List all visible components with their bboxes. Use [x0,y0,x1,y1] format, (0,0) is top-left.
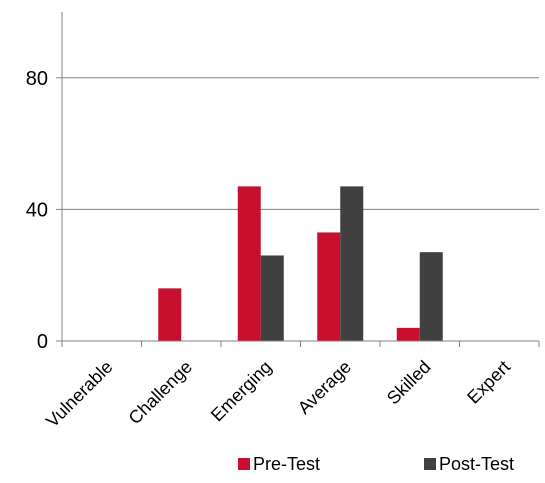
bar-post-test [340,186,364,341]
legend: Pre-Test Post-Test [238,454,514,474]
legend-label: Pre-Test [253,454,320,474]
x-tick-label: Vulnerable [42,357,117,432]
legend-swatch [424,458,436,470]
bar-pre-test [237,186,261,341]
y-tick-label: 40 [26,199,48,221]
x-tick-label: Average [294,357,355,418]
x-tick-label: Challenge [125,357,196,428]
bar-pre-test [158,288,182,341]
bar-post-test [419,252,443,341]
y-tick-labels: 0 40 80 [26,68,48,353]
bar-pre-test [317,232,341,341]
bars [158,186,443,341]
legend-label: Post-Test [439,454,514,474]
x-tick-label: Emerging [207,357,276,426]
x-tick-label: Expert [463,357,514,408]
bar-pre-test [396,327,420,341]
x-tick-label: Skilled [383,357,435,409]
gridlines [56,77,539,210]
bar-post-test [260,255,284,341]
x-tick-labels: Vulnerable Challenge Emerging Average Skille… [42,357,514,432]
legend-swatch [238,458,250,470]
axes [56,12,540,347]
y-tick-label: 0 [37,331,48,353]
y-tick-label: 80 [26,68,48,90]
